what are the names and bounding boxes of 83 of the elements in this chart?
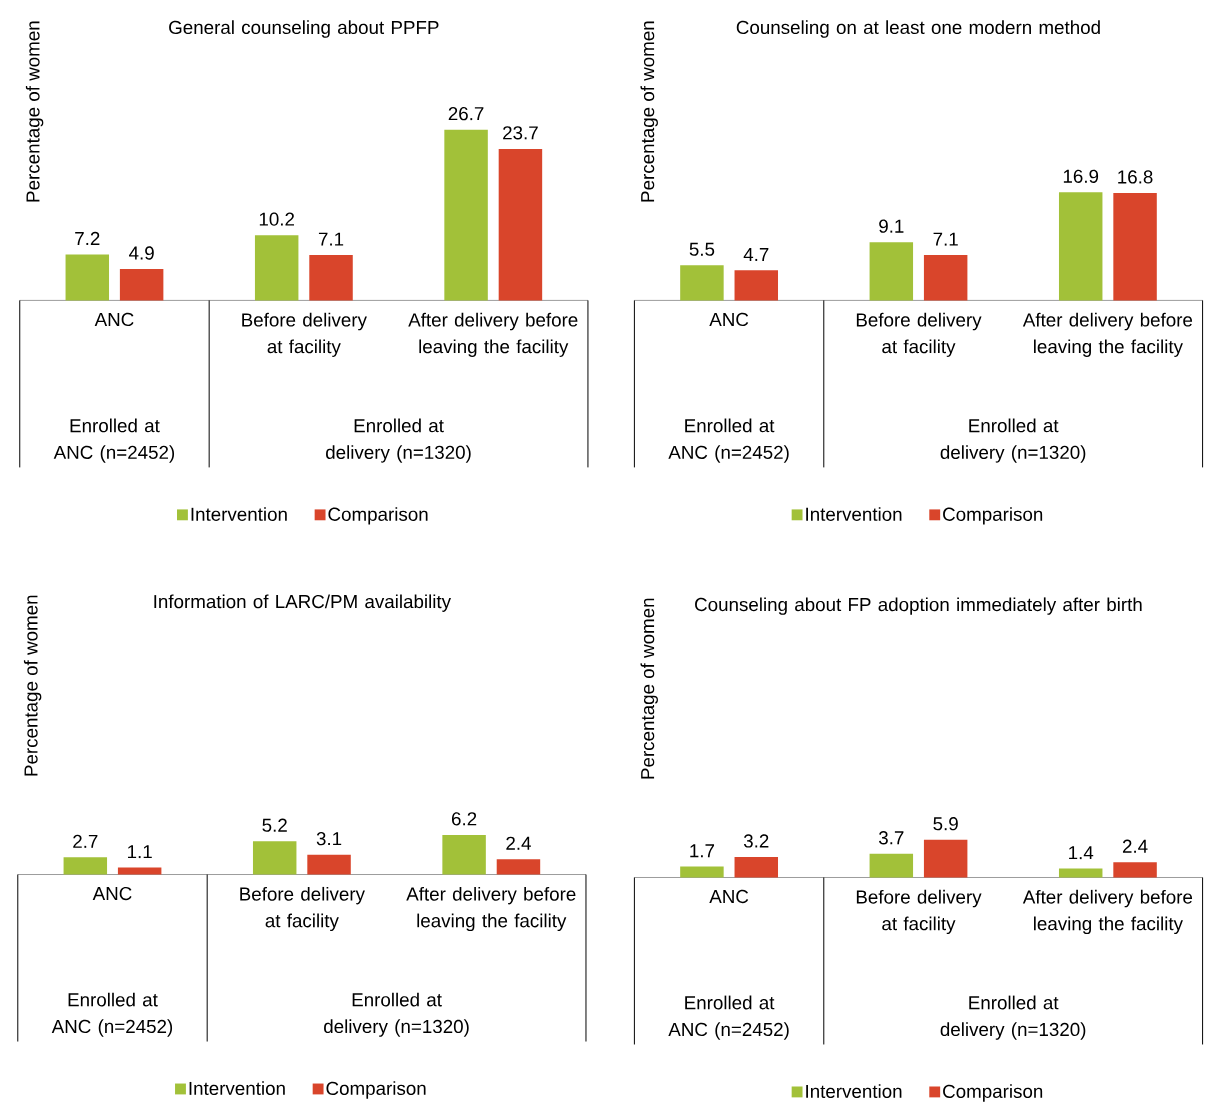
data-label: 3.2	[743, 834, 769, 848]
data-label: 7.1	[318, 232, 344, 246]
x-tick-label: Before delivery at facility	[242, 312, 367, 358]
chart-title: Information of LARC/PM availability	[154, 594, 451, 613]
text: Enrolled at delivery (n=1320)	[940, 418, 1086, 463]
legend-label: Comparison	[328, 507, 428, 525]
data-label: 16.8	[1118, 170, 1153, 184]
data-label: 1.1	[128, 845, 152, 859]
bar	[309, 255, 353, 301]
text: Enrolled at ANC (n=2452)	[53, 418, 175, 463]
x-tick-label: After delivery before leaving the facility	[406, 887, 576, 932]
bar	[444, 129, 488, 301]
legend-label: Intervention	[191, 507, 287, 522]
x-tick-label: Before delivery at facility	[856, 312, 982, 358]
x-tick-label: ANC	[92, 887, 132, 901]
y-axis-title: Percentage of women	[25, 21, 44, 202]
bar	[442, 835, 486, 875]
chart-title: Counseling about FP adoption immediately after birth	[695, 597, 1142, 616]
data-label: 7.1	[933, 232, 958, 246]
bar	[923, 839, 968, 878]
bar	[680, 265, 724, 301]
data-label: 7.2	[75, 231, 100, 246]
bar	[498, 149, 543, 301]
text: Enrolled at delivery (n=1320)	[324, 992, 469, 1037]
bar	[869, 242, 914, 301]
data-label: 10.2	[259, 212, 295, 226]
bar	[923, 255, 968, 301]
bar	[734, 270, 779, 301]
bar	[252, 841, 297, 875]
x-tick-label: After delivery before leaving the facility	[1022, 890, 1193, 935]
data-label: 2.4	[1122, 839, 1148, 853]
bar	[1113, 862, 1157, 878]
data-label: 16.9	[1063, 169, 1099, 184]
data-label: 6.2	[452, 812, 477, 826]
x-tick-label: ANC	[709, 890, 749, 904]
bar	[307, 854, 351, 875]
data-label: 2.4	[506, 836, 531, 850]
data-label: 26.7	[448, 107, 484, 121]
legend-label: Comparison	[943, 507, 1043, 525]
bar	[869, 853, 914, 878]
text: Enrolled at delivery (n=1320)	[940, 995, 1086, 1040]
legend-label: Intervention	[189, 1081, 285, 1096]
bar	[119, 269, 164, 301]
data-label: 9.1	[879, 219, 904, 233]
y-axis-title: Percentage of women	[23, 595, 42, 776]
bar	[65, 254, 110, 301]
data-label: 5.2	[262, 818, 287, 833]
x-tick-label: Before delivery at facility	[856, 890, 982, 935]
x-tick-label: ANC	[709, 312, 749, 327]
y-axis-title: Percentage of women	[640, 598, 658, 779]
legend-label: Comparison	[943, 1084, 1043, 1102]
data-label: 5.9	[933, 817, 958, 831]
data-label: 3.1	[316, 832, 342, 846]
bar	[254, 235, 299, 301]
x-tick-label: After delivery before leaving the facility	[408, 312, 578, 358]
bar	[63, 857, 108, 875]
bar	[680, 866, 724, 878]
bar	[1058, 192, 1103, 301]
text: Enrolled at ANC (n=2452)	[668, 418, 789, 463]
data-label: 23.7	[503, 126, 538, 140]
data-label: 5.5	[689, 242, 715, 256]
x-tick-label: Before delivery at facility	[240, 887, 365, 932]
text: Enrolled at ANC (n=2452)	[51, 992, 173, 1037]
legend-label: Intervention	[806, 507, 902, 522]
data-label: 3.7	[878, 831, 904, 845]
data-label: 1.7	[690, 844, 715, 858]
text: Enrolled at delivery (n=1320)	[326, 418, 471, 463]
legend-label: Intervention	[806, 1084, 902, 1099]
bar	[117, 867, 162, 875]
bar	[1113, 193, 1157, 301]
chart-title: Counseling on at least one modern method	[736, 20, 1100, 38]
legend-label: Comparison	[326, 1081, 426, 1099]
x-tick-label: After delivery before leaving the facility	[1022, 312, 1193, 358]
text: Enrolled at ANC (n=2452)	[668, 995, 789, 1040]
data-label: 4.9	[129, 246, 154, 260]
data-label: 4.7	[743, 248, 769, 262]
data-label: 1.4	[1069, 846, 1094, 860]
data-label: 2.7	[73, 834, 98, 848]
chart-title: General counseling about PPFP	[169, 20, 439, 38]
bar	[496, 859, 541, 875]
x-tick-label: ANC	[94, 312, 134, 327]
bar	[734, 857, 779, 878]
y-axis-title: Percentage of women	[640, 21, 658, 202]
